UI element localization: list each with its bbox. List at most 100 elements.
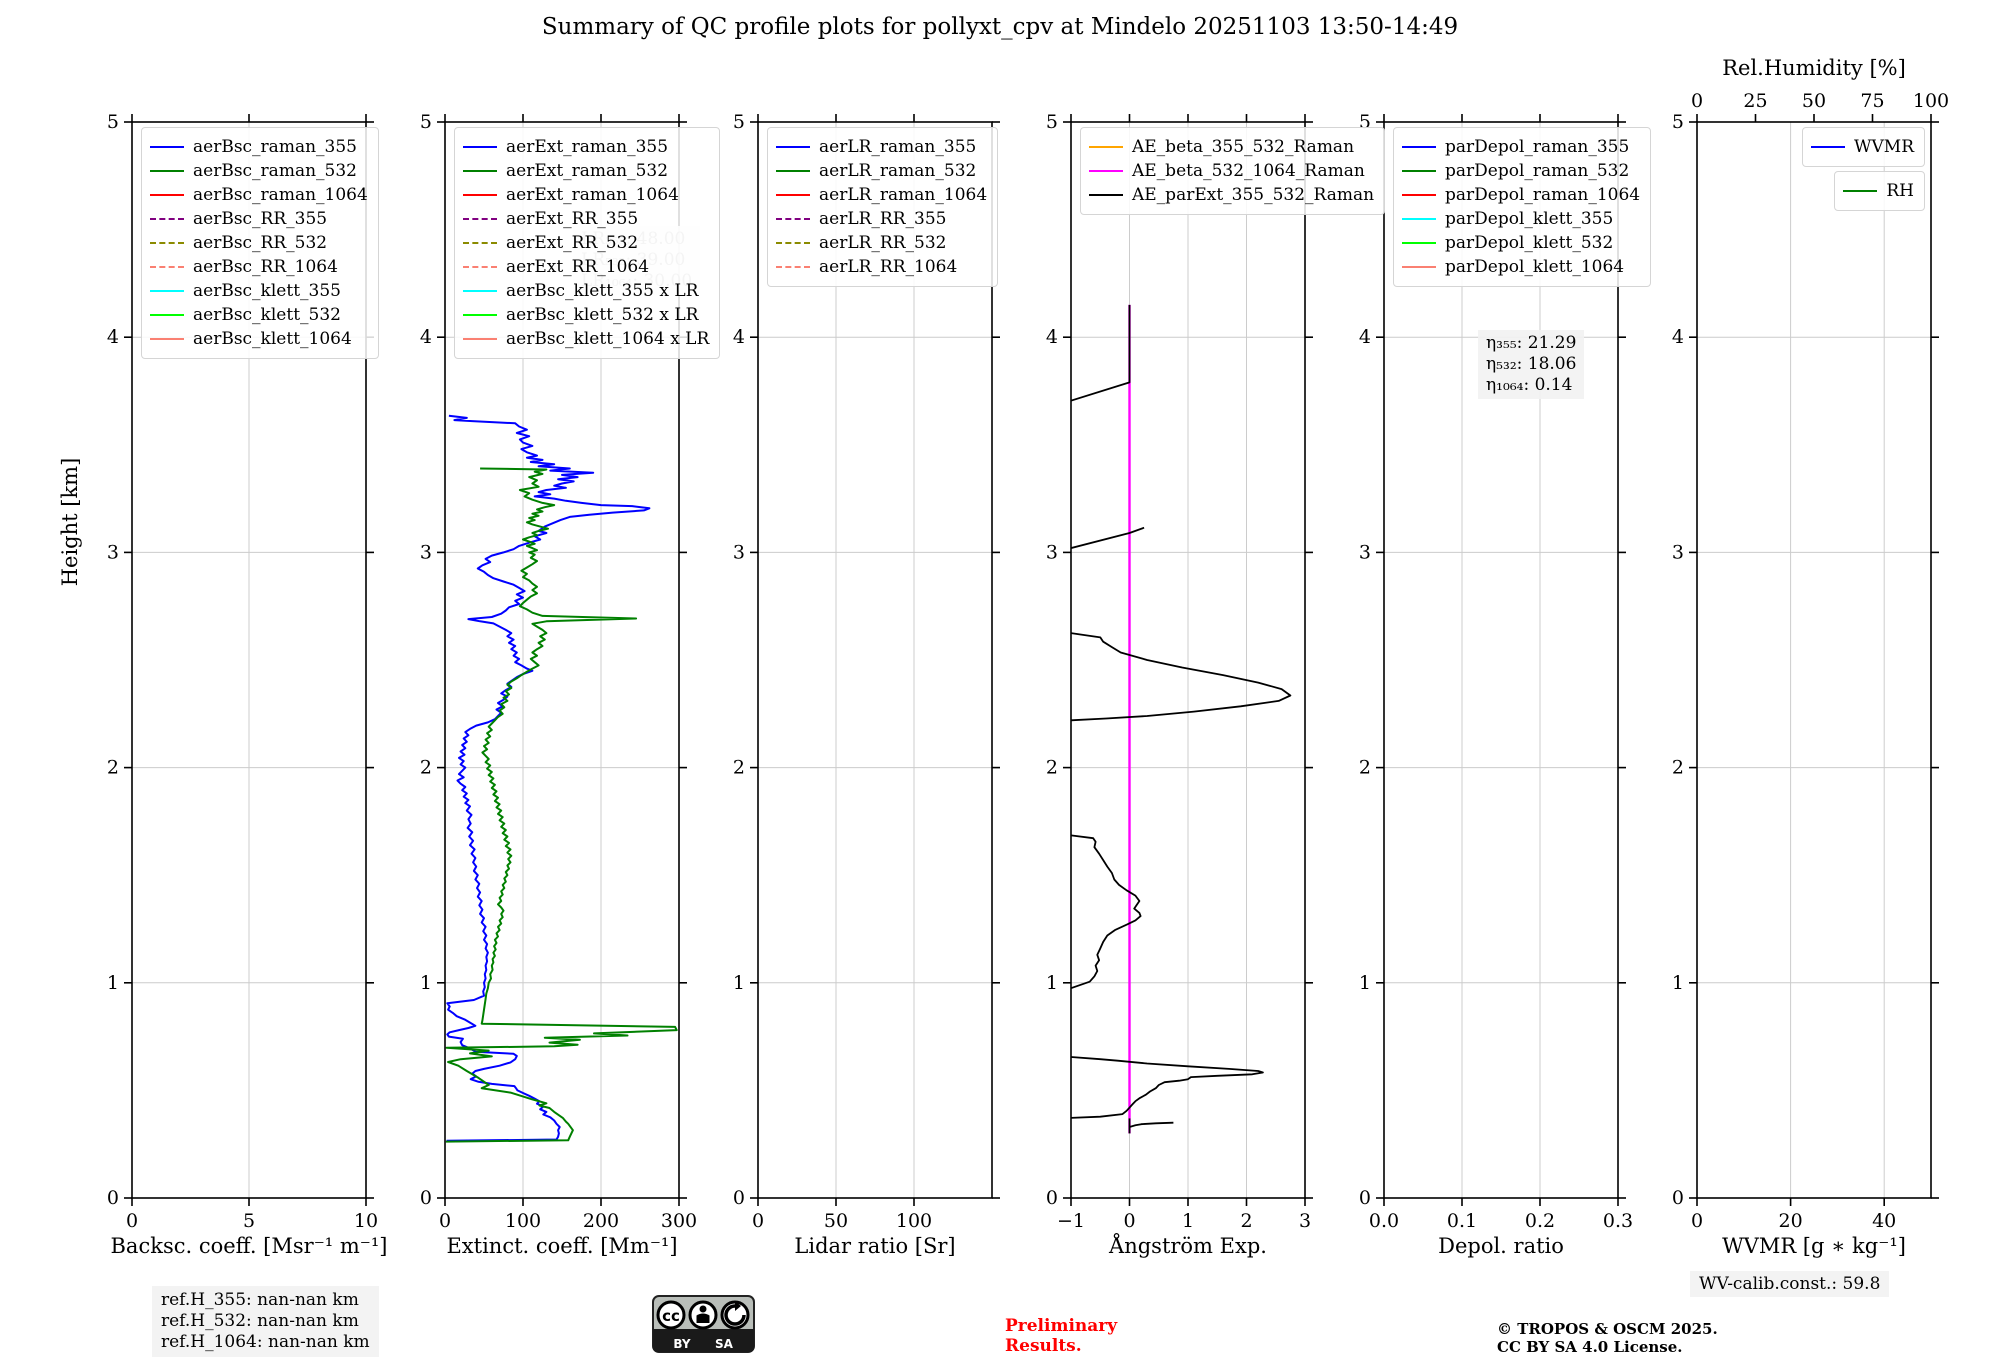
- depol-ratio-annotation: η₃₅₅: 21.29 η₅₃₂: 18.06 η₁₀₆₄: 0.14: [1478, 330, 1585, 399]
- ytick-label: 3: [107, 541, 119, 563]
- ytick-label: 2: [733, 757, 745, 779]
- legend-entry: parDepol_klett_532: [1402, 231, 1640, 255]
- legend-label: aerBsc_raman_1064: [193, 185, 368, 205]
- ytick-label: 3: [420, 541, 432, 563]
- top-axis-label: Rel.Humidity [%]: [1722, 56, 1906, 80]
- ytick-label: 5: [1046, 111, 1058, 133]
- series-aerExt_raman_532: [445, 467, 678, 1143]
- xtick-label: 0: [126, 1210, 138, 1232]
- legend-label: parDepol_klett_532: [1445, 233, 1614, 253]
- legend-label: parDepol_klett_355: [1445, 209, 1614, 229]
- share-alike-arrow-icon: [724, 1304, 746, 1326]
- annotation-line: η₃₅₅: 21.29: [1486, 333, 1577, 353]
- legend-entry: aerExt_RR_532: [463, 231, 709, 255]
- legend-entry: aerBsc_klett_355 x LR: [463, 279, 709, 303]
- legend-entry: WVMR: [1811, 135, 1914, 159]
- svg-text:cc: cc: [662, 1307, 680, 1325]
- xtick-label: 40: [1872, 1210, 1896, 1232]
- legend-line-sample: [150, 242, 184, 244]
- ref-h-355: ref.H_355: nan-nan km: [161, 1290, 359, 1310]
- xlabel-depol-ratio: Depol. ratio: [1438, 1234, 1564, 1258]
- series-aerExt_raman_355: [446, 414, 651, 1142]
- legend-label: aerBsc_klett_532 x LR: [506, 305, 699, 325]
- legend-label: aerExt_raman_1064: [506, 185, 679, 205]
- ytick-label: 1: [420, 972, 432, 994]
- legend-line-sample: [150, 314, 184, 316]
- legend-line-sample: [150, 194, 184, 196]
- legend-label: aerBsc_RR_1064: [193, 257, 338, 277]
- copyright-line2: CC BY SA 4.0 License.: [1497, 1338, 1683, 1356]
- copyright-note: © TROPOS & OSCM 2025. CC BY SA 4.0 Licen…: [1497, 1320, 1718, 1356]
- legend-label: aerBsc_klett_1064 x LR: [506, 329, 710, 349]
- ref-h-1064: ref.H_1064: nan-nan km: [161, 1332, 370, 1352]
- legend-label: aerLR_raman_355: [819, 137, 977, 157]
- legend-label: aerExt_raman_355: [506, 137, 669, 157]
- legend-line-sample: [463, 242, 497, 244]
- legend-line-sample: [776, 242, 810, 244]
- preliminary-line2: Results.: [1005, 1336, 1082, 1356]
- panel-backscatter: 0 5 10 0 1 2 3 4 5 Backsc. coeff. [Msr⁻¹ m⁻¹] aerB…: [107, 111, 388, 1258]
- top-tick-label: 100: [1913, 90, 1949, 112]
- ytick-label: 1: [733, 972, 745, 994]
- xtick-label: 0.0: [1369, 1210, 1399, 1232]
- legend-line-sample: [776, 170, 810, 172]
- ytick-label: 0: [107, 1187, 119, 1209]
- ytick-label: 3: [1672, 541, 1684, 563]
- ytick-label: 5: [1672, 111, 1684, 133]
- legend-entry: aerBsc_klett_1064: [150, 327, 368, 351]
- figure-title: Summary of QC profile plots for pollyxt_…: [541, 14, 1459, 40]
- xlabel-lidar-ratio: Lidar ratio [Sr]: [794, 1234, 956, 1258]
- series-AE_parExt_355_532_Raman: [1071, 834, 1142, 990]
- legend-line-sample: [1402, 242, 1436, 244]
- annotation-line: η₅₃₂: 18.06: [1486, 354, 1577, 374]
- xtick-label: 0: [439, 1210, 451, 1232]
- legend-label: aerBsc_RR_355: [193, 209, 328, 229]
- legend-line-sample: [1402, 194, 1436, 196]
- legend-label: parDepol_klett_1064: [1445, 257, 1625, 277]
- wvmr-legend: WVMR: [1802, 127, 1925, 167]
- xtick-label: 0: [752, 1210, 764, 1232]
- xtick-label: 0.1: [1447, 1210, 1477, 1232]
- legend-label: aerBsc_RR_532: [193, 233, 328, 253]
- series-AE_parExt_355_532_Raman: [1129, 1121, 1174, 1128]
- legend-label: RH: [1886, 181, 1914, 201]
- lidar-ratio-legend: aerLR_raman_355 aerLR_raman_532 aerLR_rama…: [767, 127, 999, 287]
- legend-line-sample: [463, 146, 497, 148]
- legend-line-sample: [776, 194, 810, 196]
- legend-label: aerBsc_klett_355 x LR: [506, 281, 699, 301]
- legend-label: aerBsc_klett_355: [193, 281, 341, 301]
- xtick-label: 1: [1182, 1210, 1194, 1232]
- legend-label: WVMR: [1854, 137, 1914, 157]
- legend-line-sample: [150, 146, 184, 148]
- ytick-label: 3: [733, 541, 745, 563]
- xtick-label: 0: [1691, 1210, 1703, 1232]
- xtick-label: 0.2: [1525, 1210, 1555, 1232]
- legend-line-sample: [463, 170, 497, 172]
- legend-entry: aerExt_RR_355: [463, 207, 709, 231]
- legend-entry: aerLR_raman_1064: [776, 183, 987, 207]
- legend-line-sample: [150, 338, 184, 340]
- legend-line-sample: [463, 314, 497, 316]
- series-AE_parExt_355_532_Raman: [1071, 632, 1292, 722]
- wv-calibration-annotation: WV-calib.const.: 59.8: [1690, 1271, 1890, 1297]
- legend-label: parDepol_raman_1064: [1445, 185, 1641, 205]
- xtick-label: 5: [243, 1210, 255, 1232]
- depol-ratio-legend: parDepol_raman_355 parDepol_raman_532 parD…: [1393, 127, 1652, 287]
- ytick-label: 2: [420, 757, 432, 779]
- xtick-label: 100: [896, 1210, 932, 1232]
- legend-label: aerExt_RR_1064: [506, 257, 650, 277]
- xtick-label: 300: [661, 1210, 697, 1232]
- ytick-label: 2: [107, 757, 119, 779]
- backscatter-legend: aerBsc_raman_355 aerBsc_raman_532 aerBsc_r…: [141, 127, 379, 359]
- legend-label: AE_parExt_355_532_Raman: [1132, 185, 1375, 205]
- xlabel-angstrom: Ångström Exp.: [1109, 1234, 1267, 1258]
- ytick-label: 4: [1359, 326, 1371, 348]
- legend-entry: AE_parExt_355_532_Raman: [1089, 183, 1374, 207]
- legend-entry: aerBsc_RR_355: [150, 207, 368, 231]
- legend-entry: RH: [1843, 179, 1914, 203]
- panel-wvmr: 0 20 40 0 25 50 75 100 0 1 2 3 4 5 WVMR [g ∗ kg⁻¹] Rel.…: [1672, 56, 1949, 1258]
- ytick-label: 4: [107, 326, 119, 348]
- legend-label: aerLR_raman_1064: [819, 185, 988, 205]
- legend-entry: aerLR_RR_355: [776, 207, 987, 231]
